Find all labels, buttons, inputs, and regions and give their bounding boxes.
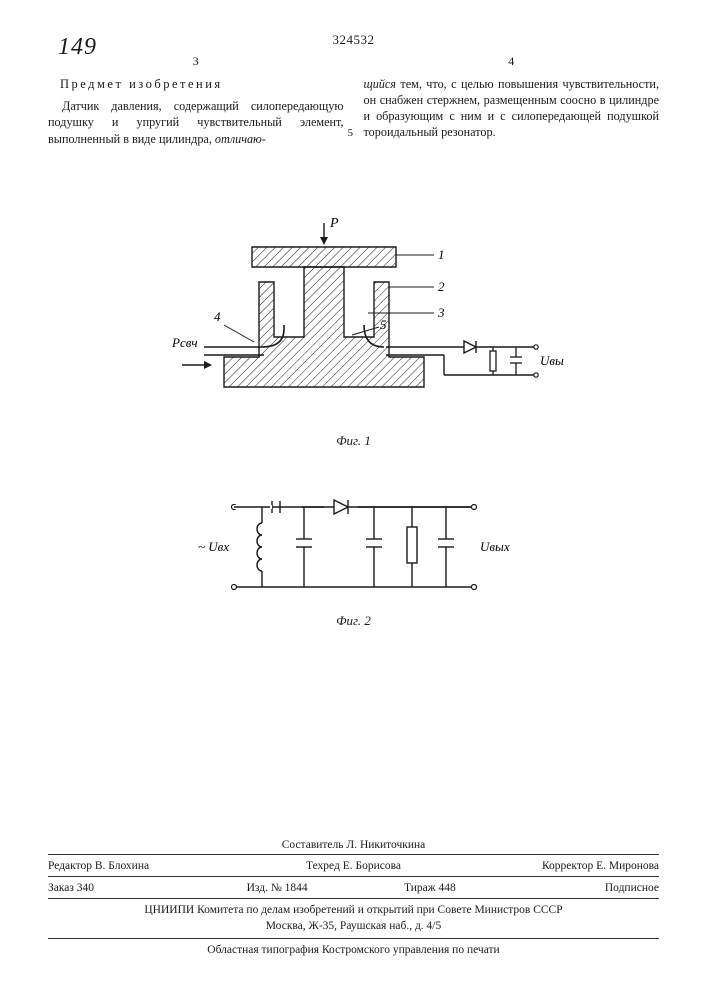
left-para-text: Датчик давления, содержащий силопередающ… (48, 99, 344, 145)
figure-1-svg: P Рсвч Uвых 1 2 3 4 5 (144, 217, 564, 427)
tirazh: Тираж 448 (354, 880, 507, 896)
column-left: 3 Предмет изобретения Датчик давления, с… (48, 54, 344, 147)
techred: Техред Е. Борисова (252, 858, 456, 874)
corrector: Корректор Е. Миронова (455, 858, 659, 874)
figure-1-caption: Фиг. 1 (144, 433, 564, 449)
column-right: 4 5 щийся тем, что, с целью повышения чу… (364, 54, 660, 147)
izd-no: Изд. № 1844 (201, 880, 354, 896)
column-left-number: 3 (48, 54, 344, 70)
left-paragraph: Датчик давления, содержащий силопередающ… (48, 98, 344, 146)
author-line: Составитель Л. Никиточкина (48, 837, 659, 853)
left-para-italic: отличаю- (215, 132, 266, 146)
fig1-out-label: Uвых (540, 353, 564, 368)
fig1-ref-4: 4 (214, 309, 221, 324)
line-number-5: 5 (348, 126, 354, 141)
right-paragraph: щийся тем, что, с целью повышения чувств… (364, 76, 660, 140)
fig2-out-label: Uвых (480, 539, 510, 554)
fig1-p-label: P (329, 217, 339, 231)
right-para-italic: щийся (364, 77, 396, 91)
figure-1: P Рсвч Uвых 1 2 3 4 5 Фиг. 1 (144, 217, 564, 449)
org-line-1: ЦНИИПИ Комитета по делам изобретений и о… (48, 902, 659, 918)
editor: Редактор В. Блохина (48, 858, 252, 874)
figure-2-svg: ~ Uвх Uвых (194, 487, 514, 607)
order-no: Заказ 340 (48, 880, 201, 896)
figure-2: ~ Uвх Uвых Фиг. 2 (194, 487, 514, 629)
org-line-2: Москва, Ж-35, Раушская наб., д. 4/5 (48, 918, 659, 934)
right-para-text: тем, что, с целью повышения чувствительн… (364, 77, 660, 139)
section-heading: Предмет изобретения (48, 76, 344, 93)
fig1-ref-3: 3 (437, 305, 445, 320)
column-right-number: 4 (364, 54, 660, 70)
credits-row: Редактор В. Блохина Техред Е. Борисова К… (48, 854, 659, 876)
fig2-in-label: ~ Uвх (198, 539, 229, 554)
figure-2-caption: Фиг. 2 (194, 613, 514, 629)
fig1-ref-2: 2 (438, 279, 445, 294)
figures-container: P Рсвч Uвых 1 2 3 4 5 Фиг. 1 (48, 217, 659, 629)
document-number: 324532 (48, 32, 659, 48)
subscription: Подписное (506, 880, 659, 896)
fig1-ref-5: 5 (380, 317, 387, 332)
footer: Составитель Л. Никиточкина Редактор В. Б… (48, 767, 659, 958)
org-address: ЦНИИПИ Комитета по делам изобретений и о… (48, 898, 659, 934)
two-column-text: 3 Предмет изобретения Датчик давления, с… (48, 54, 659, 147)
fig1-input-label: Рсвч (171, 335, 198, 350)
press-line: Областная типография Костромского управл… (48, 938, 659, 958)
fig1-ref-1: 1 (438, 247, 445, 262)
print-row: Заказ 340 Изд. № 1844 Тираж 448 Подписно… (48, 876, 659, 898)
